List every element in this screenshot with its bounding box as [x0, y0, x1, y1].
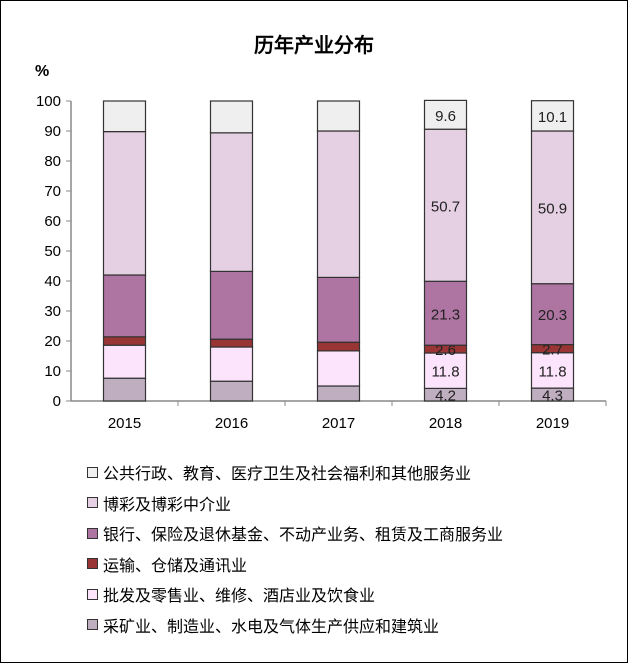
- y-tick-label: 30: [44, 303, 61, 320]
- bar-segment: [316, 350, 361, 387]
- data-label: 4.3: [542, 388, 563, 405]
- legend-swatch: [87, 527, 98, 539]
- data-label: 20.3: [538, 307, 567, 324]
- data-label: 9.6: [435, 108, 456, 125]
- y-tick-label: 90: [44, 123, 61, 140]
- bar-segment: [209, 132, 254, 273]
- y-tick-label: 60: [44, 213, 61, 230]
- data-label: 11.8: [431, 364, 459, 381]
- legend-label: 批发及零售业、维修、酒店业及饮食业: [103, 586, 376, 606]
- bar-segment: [102, 377, 147, 402]
- data-label: 11.8: [538, 363, 566, 380]
- bar-segment: [423, 99, 468, 130]
- y-tick-label: 100: [36, 93, 61, 110]
- bar-segment: [530, 100, 575, 132]
- legend-swatch: [87, 588, 98, 600]
- data-label: 10.1: [538, 109, 567, 126]
- y-tick-label: 0: [53, 393, 61, 410]
- bar-segment: [209, 346, 254, 382]
- bar-segment: [530, 352, 575, 389]
- legend-item: 公共行政、教育、医疗卫生及社会福利和其他服务业: [87, 457, 503, 488]
- data-label: 4.2: [435, 388, 456, 405]
- legend-swatch: [87, 466, 98, 478]
- bar-segment: [316, 276, 361, 343]
- bar-segment: [316, 385, 361, 402]
- legend-label: 采矿业、制造业、水电及气体生产供应和建筑业: [103, 616, 440, 636]
- legend-swatch: [87, 497, 98, 509]
- bar-segment: [316, 100, 361, 132]
- bar-segment: [102, 336, 147, 346]
- data-label: 2.7: [542, 342, 563, 359]
- bar-segment: [102, 274, 147, 338]
- legend-item: 博彩及博彩中介业: [87, 488, 503, 519]
- y-tick-label: 50: [44, 243, 61, 260]
- legend-item: 采矿业、制造业、水电及气体生产供应和建筑业: [87, 610, 503, 641]
- bar-segment: [102, 344, 147, 379]
- bar-segment: [530, 283, 575, 346]
- data-label: 50.7: [431, 198, 460, 215]
- x-tick-label: 2015: [108, 415, 141, 432]
- x-tick-label: 2019: [536, 415, 569, 432]
- y-tick-label: 80: [44, 153, 61, 170]
- y-tick-label: 70: [44, 183, 61, 200]
- legend-label: 银行、保险及退休基金、不动产业务、租赁及工商服务业: [103, 525, 504, 545]
- bar-segment: [209, 338, 254, 348]
- bar-segment: [316, 130, 361, 278]
- legend-swatch: [87, 558, 98, 570]
- bar-segment: [209, 270, 254, 340]
- bar-segment: [530, 130, 575, 285]
- y-tick-label: 40: [44, 273, 61, 290]
- bar-segment: [423, 128, 468, 282]
- x-tick-label: 2017: [322, 415, 355, 432]
- y-tick-label: 10: [44, 363, 61, 380]
- bar-segment: [316, 341, 361, 352]
- data-label: 2.6: [435, 342, 456, 359]
- legend-label: 博彩及博彩中介业: [103, 494, 232, 514]
- legend: 公共行政、教育、医疗卫生及社会福利和其他服务业 博彩及博彩中介业银行、保险及退休基…: [87, 457, 503, 640]
- legend-item: 批发及零售业、维修、酒店业及饮食业: [87, 579, 503, 610]
- chart-title: 历年产业分布: [254, 33, 374, 57]
- bar-segment: [423, 280, 468, 346]
- bar-segment: [102, 131, 147, 276]
- x-tick-label: 2016: [215, 415, 248, 432]
- bar-segment: [209, 380, 254, 402]
- bar-segment: [102, 100, 147, 133]
- bar-segment: [209, 100, 254, 134]
- data-label: 50.9: [538, 200, 567, 217]
- bar-segment: [423, 352, 468, 390]
- legend-item: 运输、仓储及通讯业: [87, 549, 503, 580]
- y-tick-label: 20: [44, 333, 61, 350]
- legend-label: 运输、仓储及通讯业: [103, 555, 248, 575]
- legend-item: 银行、保险及退休基金、不动产业务、租赁及工商服务业: [87, 518, 503, 549]
- data-label: 21.3: [431, 306, 460, 323]
- y-axis-unit: %: [35, 63, 49, 80]
- x-tick-label: 2018: [429, 415, 462, 432]
- stacked-bar-chart: % 0 10 20 30 40 50 60 70 80 90 100 2015 2016 2017 2018…: [35, 63, 607, 432]
- legend-swatch: [87, 619, 98, 631]
- legend-label: 公共行政、教育、医疗卫生及社会福利和其他服务业: [103, 464, 472, 484]
